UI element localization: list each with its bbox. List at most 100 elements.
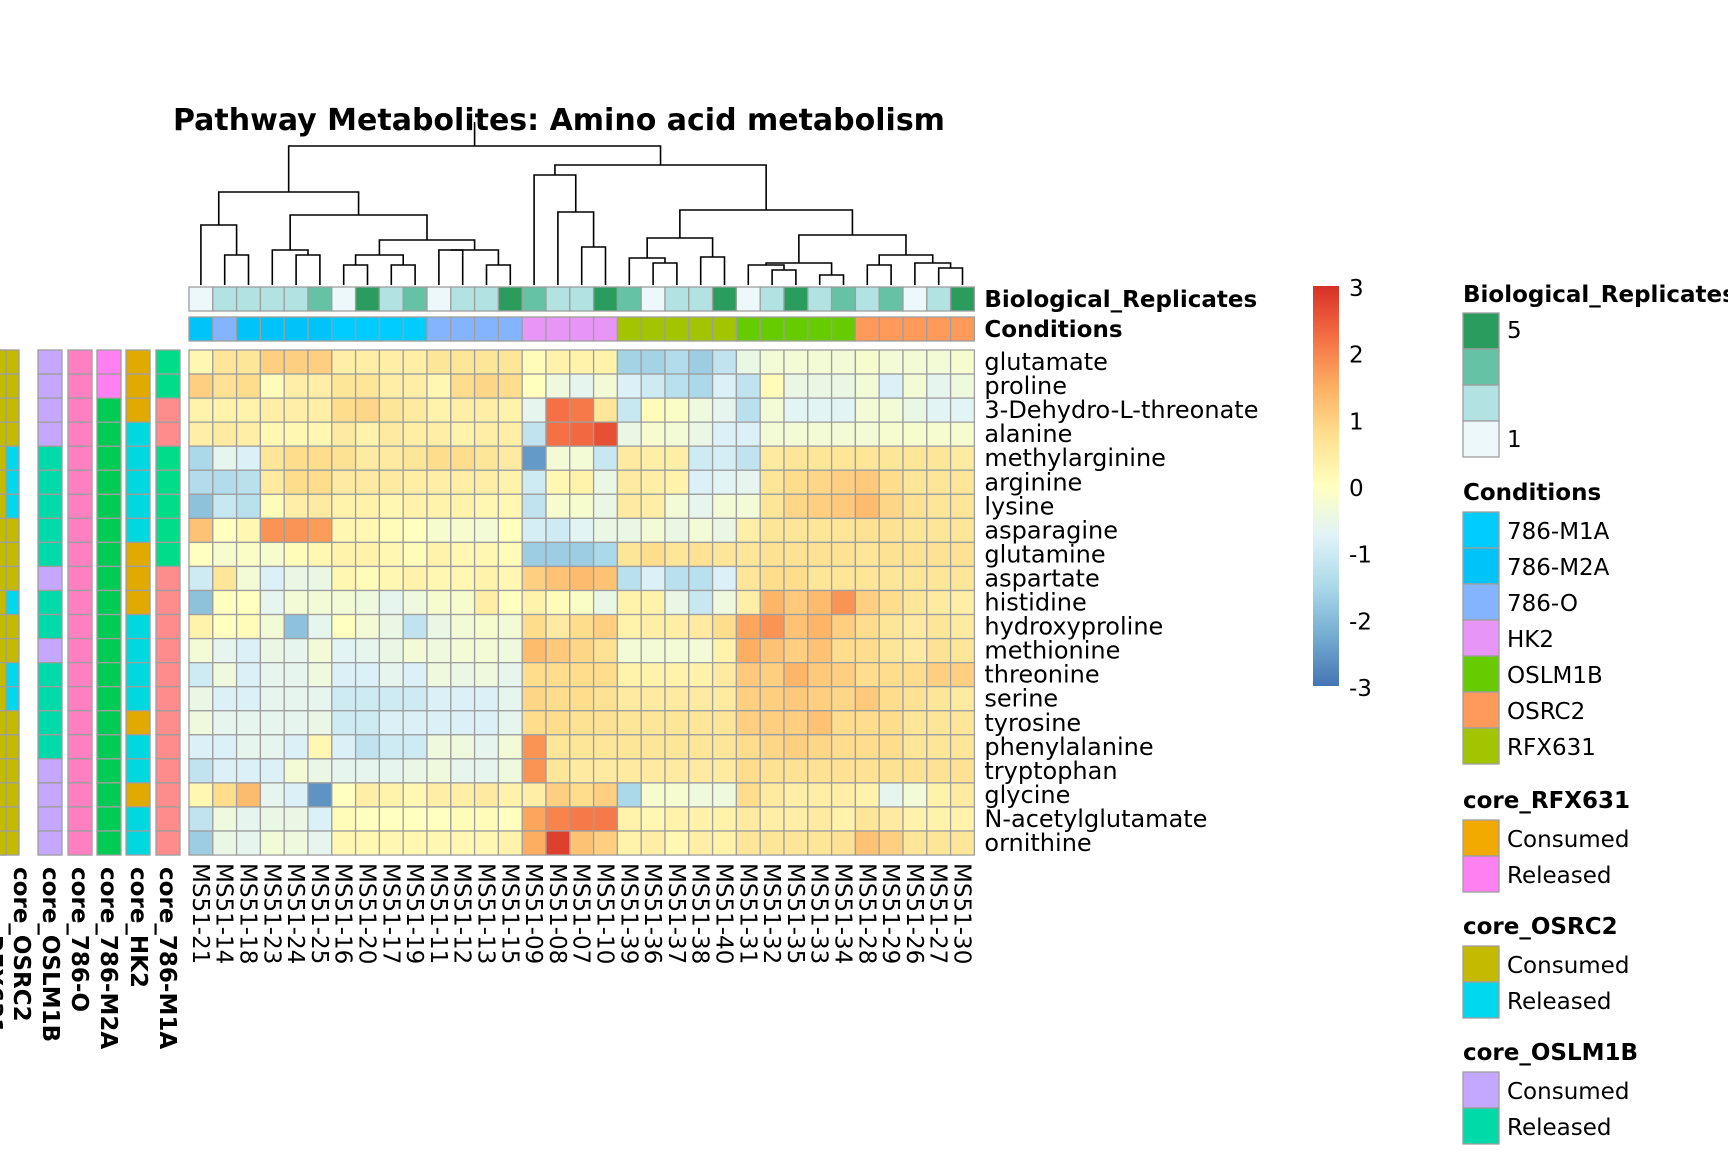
heatmap-cell — [664, 830, 690, 856]
heatmap-cell — [688, 782, 714, 808]
heatmap-cell — [807, 662, 833, 688]
heatmap-cell — [926, 565, 952, 592]
row-annotation-cell — [0, 517, 7, 544]
heatmap-cell — [521, 421, 547, 447]
heatmap-cell — [807, 445, 833, 471]
heatmap-cell — [592, 445, 619, 471]
heatmap-cell — [854, 565, 880, 592]
column-annotation-cell — [378, 286, 404, 312]
heatmap-cell — [592, 662, 619, 688]
row-annotation-cell — [96, 397, 122, 423]
heatmap-cell — [378, 469, 404, 495]
heatmap-cell — [283, 517, 309, 544]
dendrogram-branch — [485, 264, 512, 285]
column-annotation-cell — [688, 316, 714, 342]
heatmap-cell — [854, 397, 880, 423]
dendrogram-branch — [557, 211, 595, 285]
heatmap-cell — [212, 782, 238, 808]
heatmap-cell — [569, 710, 595, 736]
heatmap-cell — [402, 349, 428, 375]
heatmap-cell — [283, 637, 309, 664]
heatmap-cell — [569, 830, 595, 856]
heatmap-cell — [402, 589, 428, 616]
heatmap-cell — [497, 686, 523, 712]
heatmap-cell — [212, 637, 238, 664]
heatmap-cell — [426, 469, 452, 495]
heatmap-cell — [378, 637, 404, 664]
heatmap-cell — [735, 637, 761, 664]
sample-label: MS51-10 — [592, 863, 618, 964]
heatmap-cell — [878, 517, 904, 544]
heatmap-cell — [402, 662, 428, 688]
row-annotation-cell — [96, 734, 122, 760]
heatmap-cell — [569, 782, 595, 808]
heatmap-cell — [949, 806, 976, 832]
heatmap-cell — [402, 421, 428, 447]
heatmap-cell — [783, 806, 809, 832]
heatmap-cell — [307, 637, 333, 664]
sample-label: MS51-29 — [877, 863, 903, 964]
legend-swatch — [1462, 981, 1500, 1019]
heatmap-cell — [450, 662, 476, 688]
heatmap-cell — [497, 349, 523, 375]
row-annotation-cell — [0, 589, 7, 616]
row-annotation-cell — [37, 397, 63, 423]
heatmap-cell — [354, 589, 381, 616]
heatmap-cell — [235, 565, 262, 592]
row-annotation-cell — [125, 613, 151, 640]
heatmap-cell — [616, 662, 642, 688]
heatmap-cell — [640, 565, 666, 592]
legend-title: core_RFX631 — [1463, 788, 1630, 814]
heatmap-cell — [426, 710, 452, 736]
sample-label: MS51-39 — [615, 863, 641, 964]
heatmap-cell — [711, 662, 738, 688]
heatmap-cell — [807, 493, 833, 519]
sample-label: MS51-25 — [306, 863, 332, 964]
heatmap-cell — [426, 782, 452, 808]
heatmap-cell — [878, 565, 904, 592]
heatmap-cell — [830, 830, 857, 856]
heatmap-cell — [592, 782, 619, 808]
row-annotation-cell — [96, 469, 122, 495]
heatmap-cell — [926, 686, 952, 712]
heatmap-cell — [283, 421, 309, 447]
heatmap-cell — [426, 493, 452, 519]
metabolite-label: tyrosine — [984, 709, 1081, 737]
row-annotation-cell — [67, 517, 93, 544]
heatmap-cell — [354, 421, 381, 447]
heatmap-cell — [783, 662, 809, 688]
heatmap-cell — [735, 373, 761, 399]
row-annotation-cell — [37, 589, 63, 616]
heatmap-cell — [854, 686, 880, 712]
heatmap-cell — [402, 445, 428, 471]
heatmap-cell — [354, 613, 381, 640]
heatmap-cell — [759, 806, 785, 832]
row-annotation-cell — [96, 686, 122, 712]
heatmap-cell — [259, 541, 285, 568]
heatmap-cell — [545, 758, 571, 784]
color-scale-tick: 2 — [1349, 343, 1364, 369]
legend-swatch — [1462, 727, 1500, 765]
column-annotation-cell — [640, 316, 666, 342]
row-annotation-cell — [155, 469, 181, 495]
heatmap-cell — [545, 373, 571, 399]
heatmap-cell — [188, 517, 214, 544]
heatmap-cell — [212, 710, 238, 736]
heatmap-cell — [450, 710, 476, 736]
row-annotation-cell — [37, 373, 63, 399]
heatmap-cell — [759, 469, 785, 495]
legend-swatch — [1462, 312, 1500, 350]
row-annotation-cell — [67, 589, 93, 616]
heatmap-cell — [497, 421, 523, 447]
heatmap-cell — [450, 782, 476, 808]
row-annotation-cell — [155, 806, 181, 832]
heatmap-cell — [354, 517, 381, 544]
row-annotation-bars: core_OSRC2 core_OSLM1B core_786-O core_786-… — [0, 349, 181, 1049]
column-annotation-cell — [259, 316, 285, 342]
heatmap-cell — [259, 445, 285, 471]
heatmap-cell — [902, 397, 928, 423]
heatmap-cell — [545, 517, 571, 544]
heatmap-cell — [235, 373, 262, 399]
heatmap-cell — [545, 421, 571, 447]
column-annotation-cell — [307, 316, 333, 342]
